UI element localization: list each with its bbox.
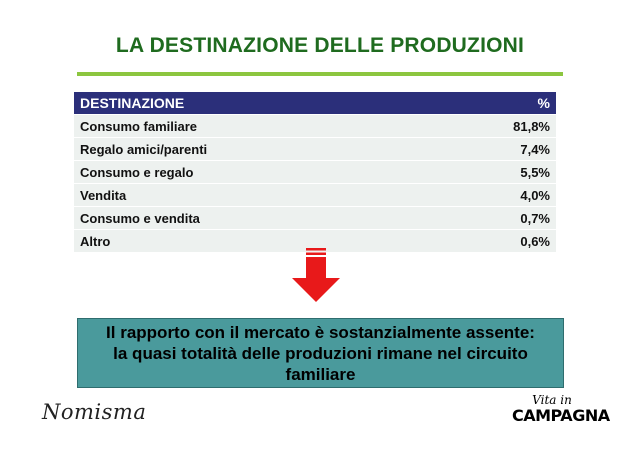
title-divider bbox=[77, 72, 563, 76]
destination-table: DESTINAZIONE % Consumo familiare 81,8% R… bbox=[74, 92, 556, 252]
logo-top-text: Vita in bbox=[532, 393, 572, 407]
table-row: Regalo amici/parenti 7,4% bbox=[74, 138, 556, 160]
row-value: 5,5% bbox=[520, 164, 550, 180]
row-label: Altro bbox=[80, 233, 111, 249]
table-row: Altro 0,6% bbox=[74, 230, 556, 252]
vita-in-campagna-logo: Vita in CAMPAGNA bbox=[512, 393, 610, 434]
down-arrow-icon bbox=[291, 248, 341, 304]
row-value: 7,4% bbox=[520, 141, 550, 157]
table-row: Consumo familiare 81,8% bbox=[74, 115, 556, 137]
row-value: 81,8% bbox=[513, 118, 550, 134]
table-row: Consumo e regalo 5,5% bbox=[74, 161, 556, 183]
logo-bottom-text: CAMPAGNA bbox=[512, 406, 610, 425]
table-header: DESTINAZIONE % bbox=[74, 92, 556, 114]
callout-line-1: Il rapporto con il mercato è sostanzialm… bbox=[106, 322, 535, 342]
page-title: LA DESTINAZIONE DELLE PRODUZIONI bbox=[115, 34, 525, 57]
conclusion-callout: Il rapporto con il mercato è sostanzialm… bbox=[77, 318, 564, 388]
row-label: Consumo e vendita bbox=[80, 210, 200, 226]
row-value: 0,6% bbox=[520, 233, 550, 249]
row-label: Regalo amici/parenti bbox=[80, 141, 208, 157]
table-row: Vendita 4,0% bbox=[74, 184, 556, 206]
table-row: Consumo e vendita 0,7% bbox=[74, 207, 556, 229]
header-percent: % bbox=[537, 95, 550, 111]
row-label: Consumo familiare bbox=[80, 118, 198, 134]
row-value: 4,0% bbox=[520, 187, 550, 203]
header-destination: DESTINAZIONE bbox=[80, 95, 185, 111]
row-value: 0,7% bbox=[520, 210, 550, 226]
callout-line-3: familiare bbox=[285, 364, 356, 384]
callout-line-2: la quasi totalità delle produzioni riman… bbox=[113, 343, 528, 363]
row-label: Vendita bbox=[80, 187, 127, 203]
nomisma-logo: Nomisma bbox=[42, 400, 147, 424]
row-label: Consumo e regalo bbox=[80, 164, 194, 180]
